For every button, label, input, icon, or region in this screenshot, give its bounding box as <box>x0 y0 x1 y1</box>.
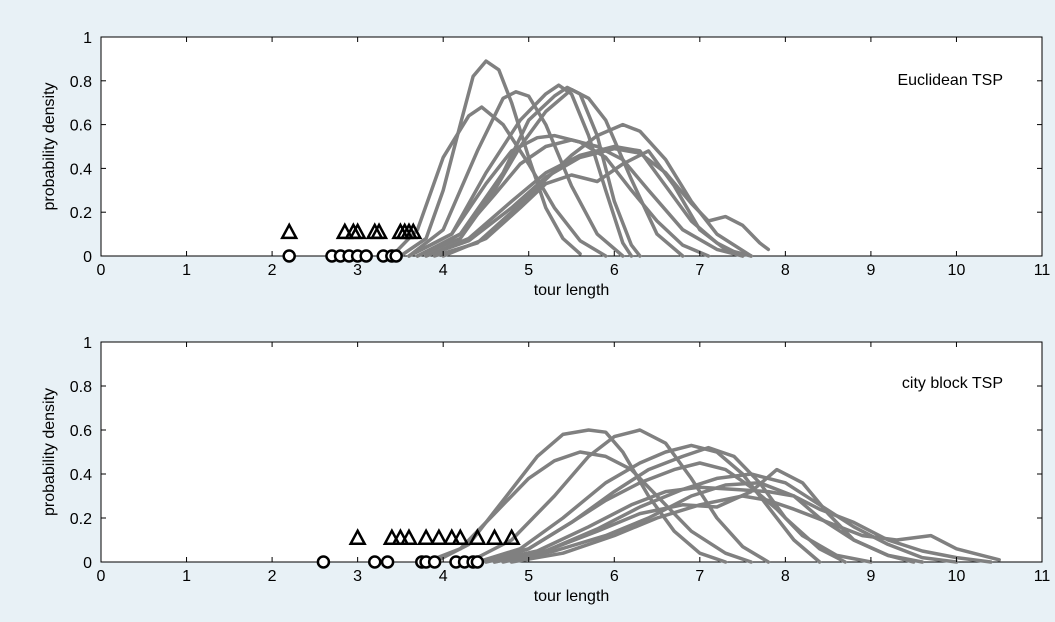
density-curve-0 <box>398 59 582 258</box>
plot-area <box>100 36 1043 257</box>
triangle-marker <box>280 222 299 240</box>
triangle-marker <box>382 528 401 546</box>
x-tick-label: 9 <box>866 262 875 279</box>
triangle-marker <box>429 528 448 546</box>
x-tick-label: 8 <box>781 262 790 279</box>
triangle-marker <box>348 222 367 240</box>
density-curve-11 <box>424 146 771 258</box>
triangle-marker <box>442 528 461 546</box>
density-curve-2 <box>467 428 771 564</box>
panel-euclidean: 0 1 2 3 4 5 6 7 8 9 10 11 0 0.2 0.4 0.6 0.8 1 tour length p… <box>41 30 1050 299</box>
density-curve-7 <box>415 138 745 258</box>
x-tick-label: 1 <box>182 262 191 279</box>
y-tick-label: 0.2 <box>70 205 92 222</box>
triangle-marker <box>416 528 436 546</box>
y-tick-label: 0.8 <box>70 74 92 91</box>
density-curve-9 <box>509 494 1001 564</box>
x-tick-label: 9 <box>866 568 875 585</box>
x-tick-label: 4 <box>439 568 448 585</box>
circle-marker <box>359 249 373 263</box>
x-axis-label: tour length <box>534 282 610 299</box>
density-curve-5 <box>475 461 873 564</box>
x-tick-label: 6 <box>610 262 619 279</box>
x-tick-label: 3 <box>353 568 362 585</box>
circle-marker <box>282 249 296 263</box>
x-tick-label: 7 <box>695 262 704 279</box>
x-tick-label: 3 <box>353 262 362 279</box>
x-tick-label: 0 <box>97 568 106 585</box>
y-tick-label: 0.4 <box>70 467 92 484</box>
x-tick-label: 5 <box>524 262 533 279</box>
density-curve-0 <box>432 428 728 564</box>
triangle-marker <box>485 528 504 546</box>
density-curve-10 <box>441 149 753 258</box>
triangle-marker <box>399 528 419 546</box>
density-curve-8 <box>501 481 993 564</box>
x-tick-label: 5 <box>524 568 533 585</box>
x-tick-label: 8 <box>781 568 790 585</box>
x-axis-label: tour length <box>534 588 610 605</box>
x-tick-label: 4 <box>439 262 448 279</box>
x-tick-label: 2 <box>268 262 277 279</box>
density-curve-3 <box>407 83 634 258</box>
triangle-marker <box>391 528 410 546</box>
density-curve-10 <box>492 472 959 564</box>
circle-marker <box>470 555 485 569</box>
circle-marker <box>316 555 331 569</box>
y-axis-label: probability density <box>41 388 58 516</box>
circle-marker <box>389 249 403 263</box>
y-axis-label: probability density <box>41 82 58 210</box>
circle-marker <box>427 555 442 569</box>
panel-annotation: city block TSP <box>902 375 1003 392</box>
x-tick-label: 6 <box>610 568 619 585</box>
x-tick-label: 11 <box>1034 262 1051 279</box>
panel-annotation: Euclidean TSP <box>897 72 1003 89</box>
density-curve-1 <box>390 105 608 258</box>
density-curve-7 <box>492 467 924 564</box>
density-curve-4 <box>415 85 642 258</box>
triangle-marker <box>404 222 423 240</box>
y-tick-label: 0 <box>83 249 92 266</box>
triangle-marker <box>335 222 354 240</box>
triangle-marker <box>451 528 470 546</box>
y-tick-label: 0.2 <box>70 511 92 528</box>
x-tick-label: 10 <box>948 262 966 279</box>
x-tick-label: 11 <box>1034 568 1051 585</box>
x-tick-label: 1 <box>182 568 191 585</box>
triangle-marker <box>502 528 521 546</box>
density-curve-6 <box>407 133 711 258</box>
x-tick-label: 10 <box>948 568 966 585</box>
y-tick-label: 0.8 <box>70 379 92 396</box>
x-tick-label: 7 <box>695 568 704 585</box>
y-tick-label: 0.4 <box>70 161 92 178</box>
y-tick-label: 1 <box>83 335 92 352</box>
y-tick-label: 0 <box>83 555 92 572</box>
triangle-marker <box>348 528 367 546</box>
panel-city-block: 0 1 2 3 4 5 6 7 8 9 10 11 0 0.2 0.4 0.6 0.8 1 tour length p… <box>41 335 1050 605</box>
circle-marker <box>367 555 382 569</box>
x-tick-label: 2 <box>268 568 277 585</box>
density-curve-2 <box>407 90 625 258</box>
circle-marker <box>380 555 395 569</box>
triangle-marker <box>468 528 487 546</box>
plot-area <box>100 341 1043 563</box>
density-curve-3 <box>475 443 822 564</box>
y-tick-label: 1 <box>83 30 92 47</box>
triangle-marker <box>369 222 389 240</box>
y-tick-label: 0.6 <box>70 423 92 440</box>
y-tick-label: 0.6 <box>70 118 92 135</box>
x-tick-label: 0 <box>97 262 106 279</box>
